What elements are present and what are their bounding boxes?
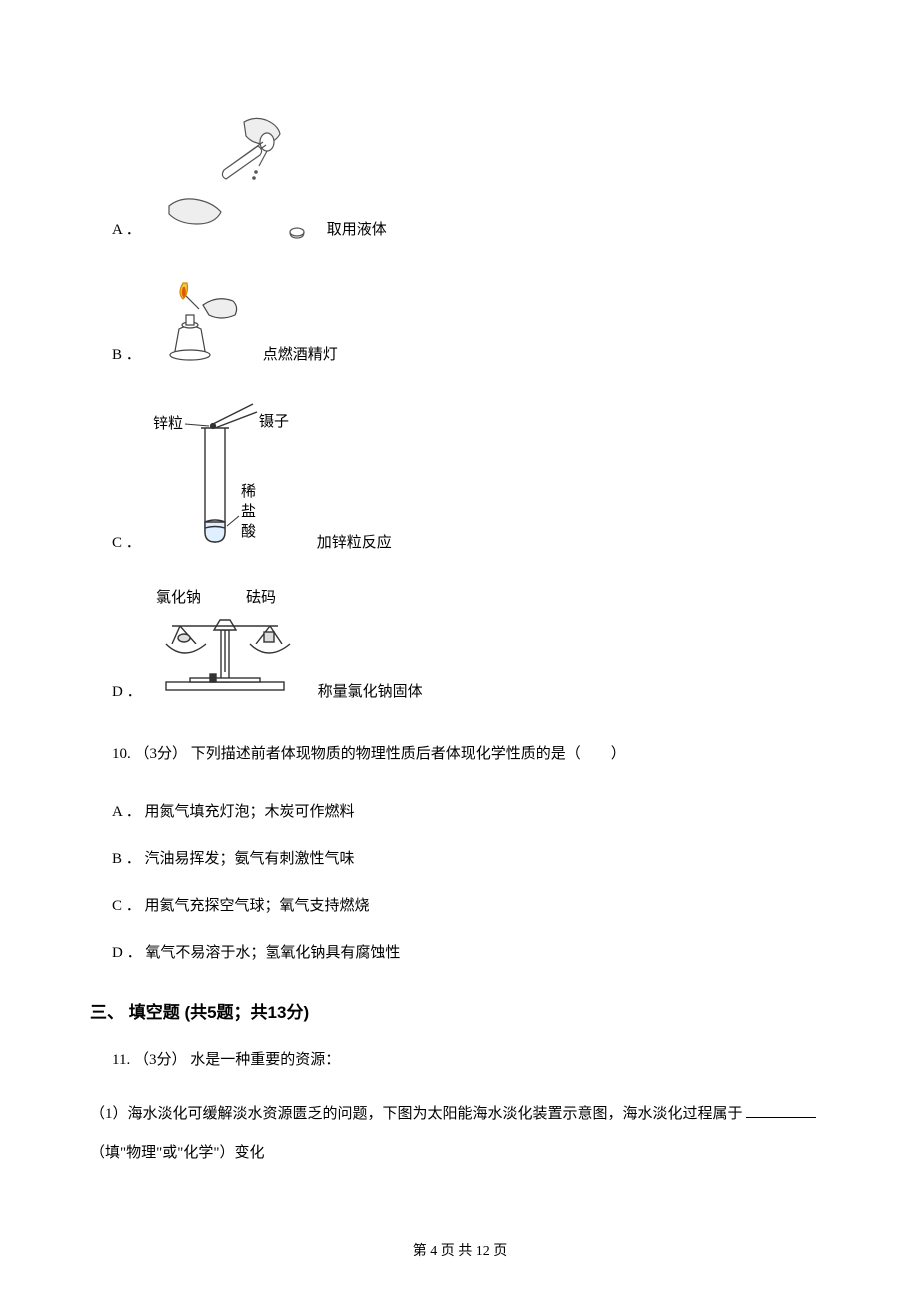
q10-c-label: C ． xyxy=(112,898,141,914)
q10-a-text: 用氮气填充灯泡；木炭可作燃料 xyxy=(145,804,355,820)
q10-choice-a: A ． 用氮气填充灯泡；木炭可作燃料 xyxy=(112,800,830,821)
question-11: 11. （3分） 水是一种重要的资源： xyxy=(112,1045,830,1075)
figure-c: 锌粒 镊子 稀 盐 酸 xyxy=(149,398,299,558)
option-d: D ． xyxy=(112,586,830,707)
q11-sub1-pre: （1）海水淡化可缓解淡水资源匮乏的问题，下图为太阳能海水淡化装置示意图，海水淡化… xyxy=(90,1106,743,1122)
label-nacl: 氯化钠 xyxy=(156,589,201,606)
figure-b xyxy=(149,273,245,370)
option-c: C ． 锌粒 镊子 xyxy=(112,398,830,558)
option-b-text: 点燃酒精灯 xyxy=(263,343,338,370)
q10-stem: 下列描述前者体现物质的物理性质后者体现化学性质的是（ ） xyxy=(191,746,626,762)
q10-number: 10. xyxy=(112,746,131,762)
option-a: A ． xyxy=(112,110,830,245)
q10-b-label: B ． xyxy=(112,851,141,867)
label-weight: 砝码 xyxy=(246,589,276,606)
q11-sub1-post: （填"物理"或"化学"）变化 xyxy=(90,1145,265,1161)
q10-d-label: D ． xyxy=(112,945,142,961)
q11-points: （3分） xyxy=(134,1052,187,1068)
q10-c-text: 用氦气充探空气球；氧气支持燃烧 xyxy=(145,898,370,914)
q10-b-text: 汽油易挥发；氨气有刺激性气味 xyxy=(145,851,355,867)
question-10: 10. （3分） 下列描述前者体现物质的物理性质后者体现化学性质的是（ ） xyxy=(112,735,830,774)
label-acid-1: 稀 xyxy=(241,483,256,500)
label-zinc: 锌粒 xyxy=(153,415,183,432)
q11-stem: 水是一种重要的资源： xyxy=(190,1052,340,1068)
q10-choice-b: B ． 汽油易挥发；氨气有刺激性气味 xyxy=(112,847,830,868)
option-a-label: A ． xyxy=(112,218,141,245)
q11-blank[interactable] xyxy=(746,1104,816,1119)
label-tweezers: 镊子 xyxy=(259,413,289,430)
q11-sub1: （1）海水淡化可缓解淡水资源匮乏的问题，下图为太阳能海水淡化装置示意图，海水淡化… xyxy=(90,1095,830,1173)
section-3-header: 三、 填空题 (共5题；共13分) xyxy=(90,998,830,1023)
option-d-label: D ． xyxy=(112,680,142,707)
q10-d-text: 氧气不易溶于水；氢氧化钠具有腐蚀性 xyxy=(145,945,400,961)
option-c-label: C ． xyxy=(112,531,141,558)
option-b-label: B ． xyxy=(112,343,141,370)
q10-points: （3分） xyxy=(135,746,188,762)
figure-d: 氯化钠 砝码 xyxy=(150,586,300,707)
page-total: 12 xyxy=(476,1244,490,1259)
option-a-text: 取用液体 xyxy=(327,218,387,245)
option-d-text: 称量氯化钠固体 xyxy=(318,680,423,707)
q10-choice-d: D ． 氧气不易溶于水；氢氧化钠具有腐蚀性 xyxy=(112,941,830,962)
q11-number: 11. xyxy=(112,1052,130,1068)
option-b: B ． 点燃酒精灯 xyxy=(112,273,830,370)
label-acid-3: 酸 xyxy=(241,523,256,540)
q10-choice-c: C ． 用氦气充探空气球；氧气支持燃烧 xyxy=(112,894,830,915)
figure-a xyxy=(149,110,309,245)
option-c-text: 加锌粒反应 xyxy=(317,531,392,558)
page-footer: 第 4 页 共 12 页 xyxy=(0,1240,920,1260)
q10-a-label: A ． xyxy=(112,804,141,820)
page-content: A ． xyxy=(0,0,920,1233)
label-acid-2: 盐 xyxy=(241,503,256,520)
